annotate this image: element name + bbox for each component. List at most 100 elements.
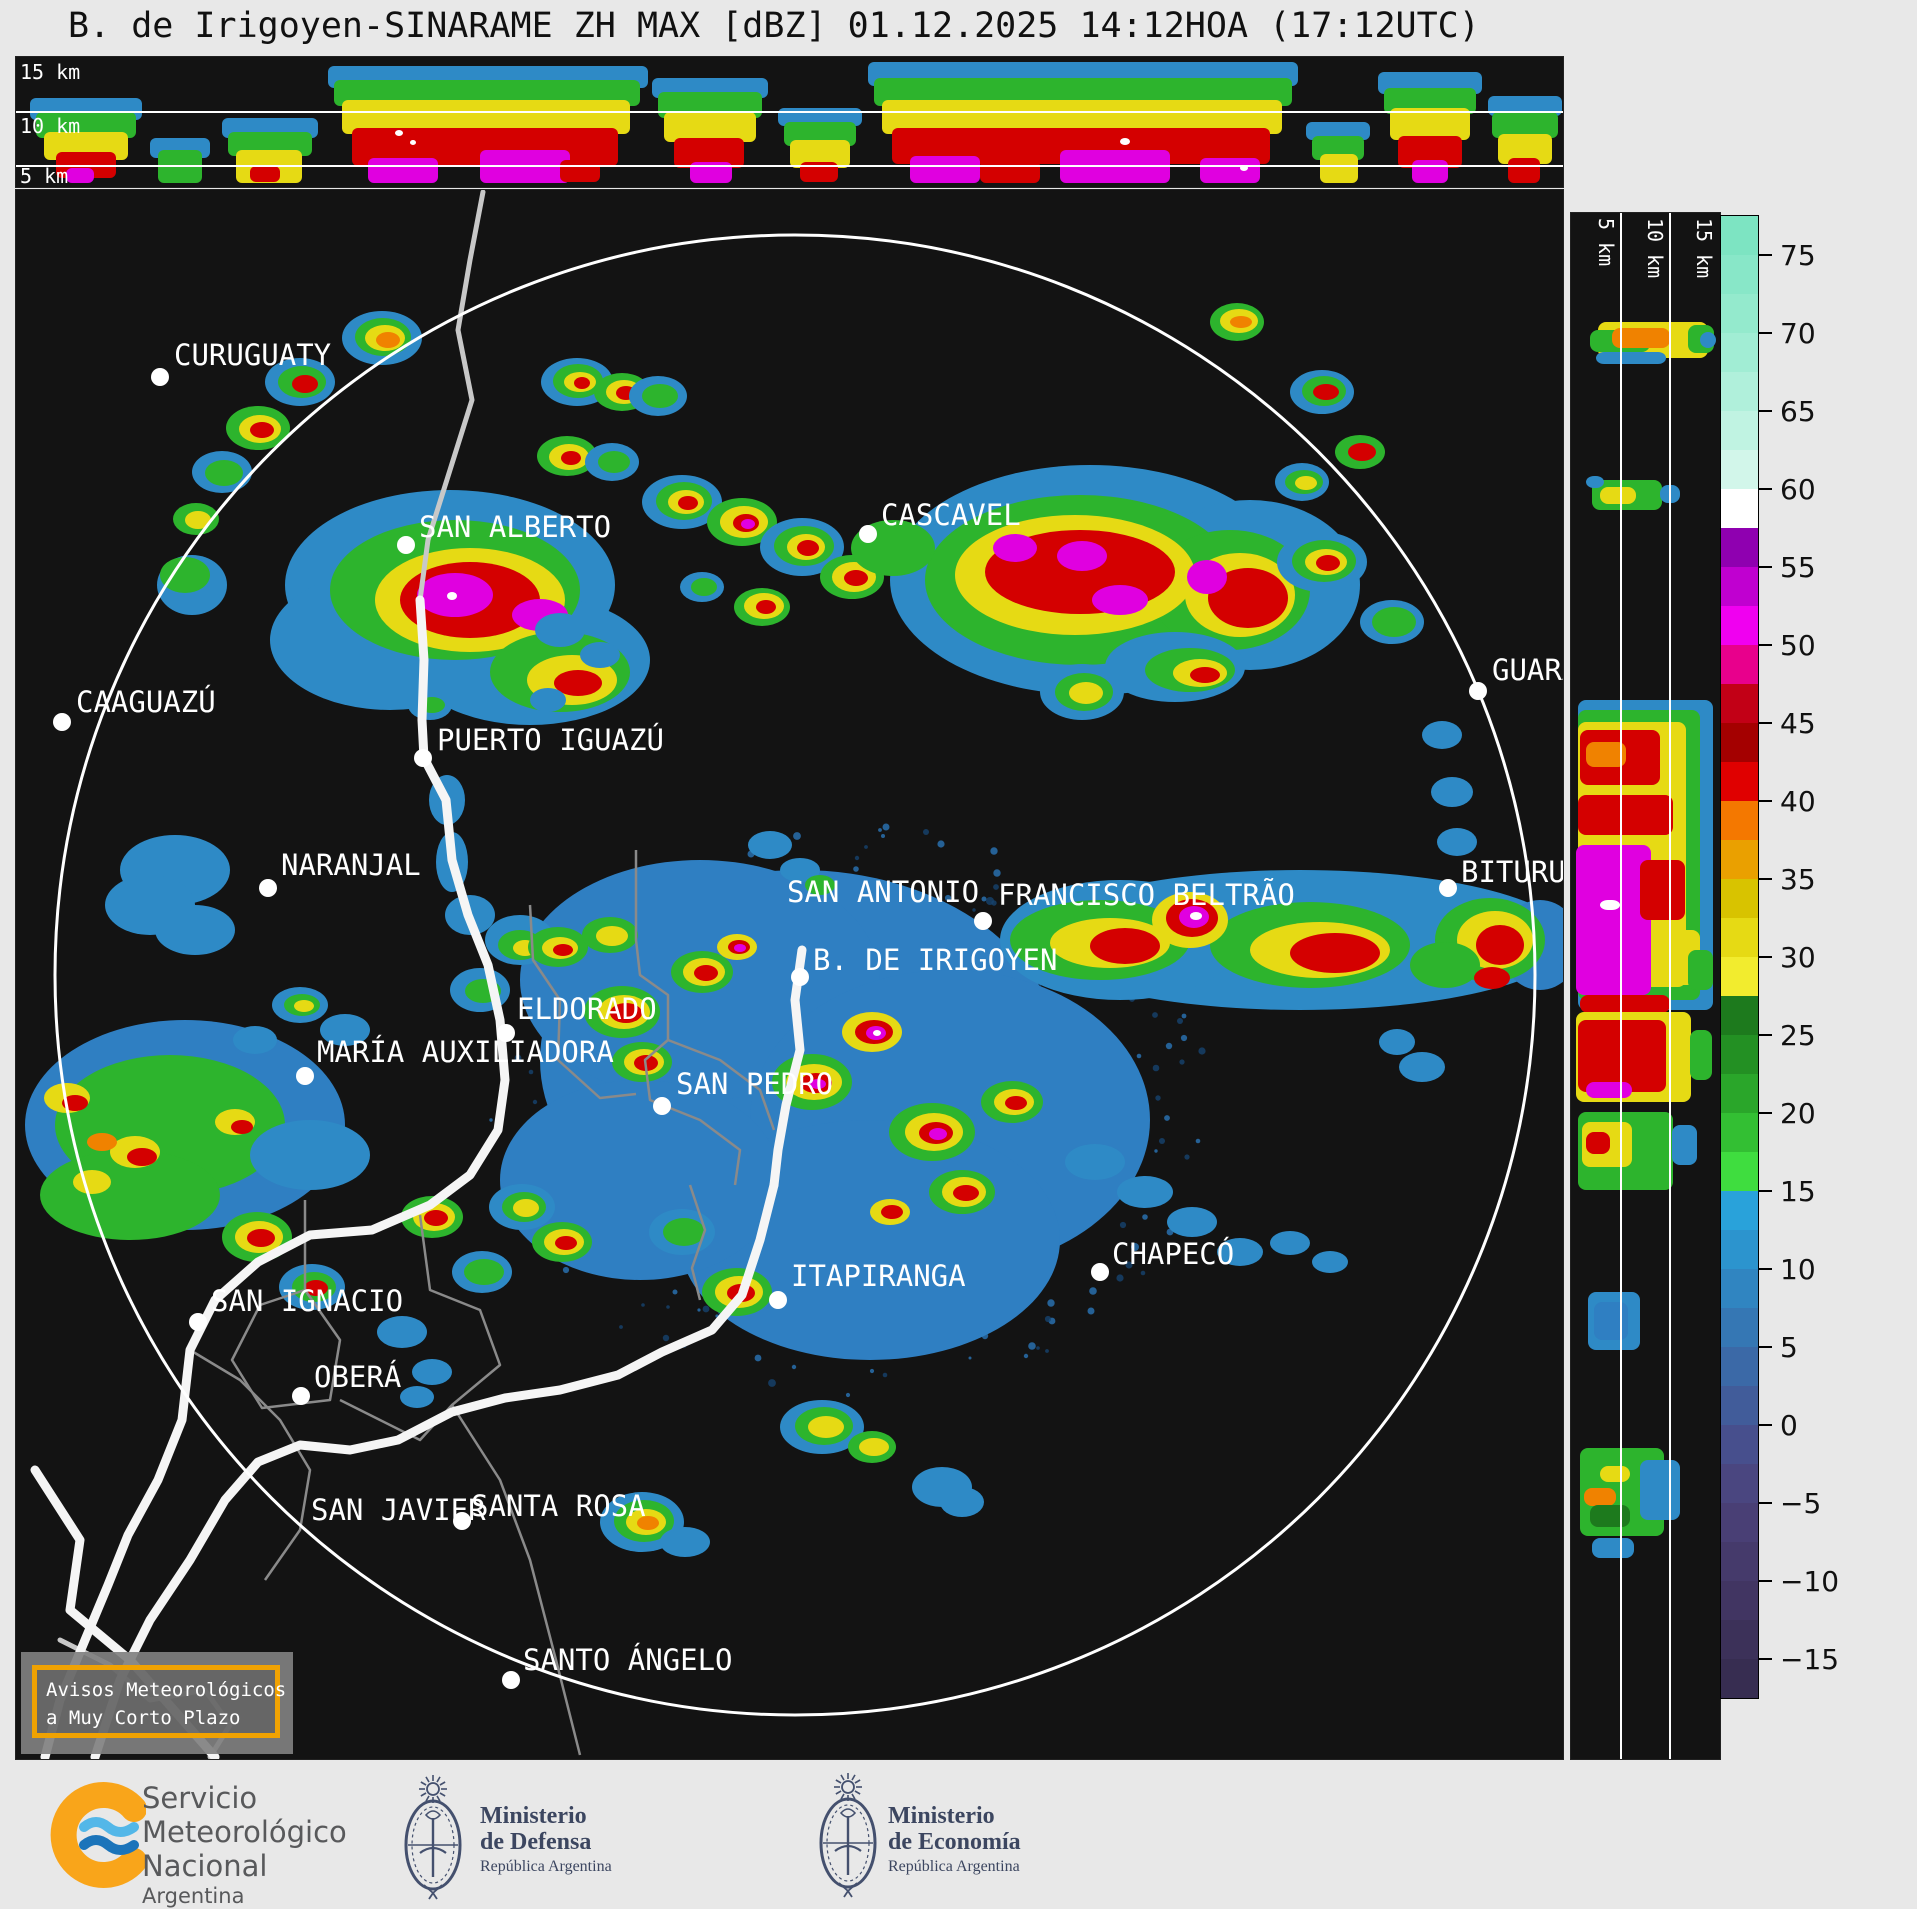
escudo-sun-ray	[439, 1792, 446, 1797]
city-dot	[653, 1097, 671, 1115]
radar-echo	[320, 1014, 370, 1046]
dbz-colorbar	[1720, 215, 1759, 1699]
top-height-label: 10 km	[20, 114, 81, 138]
radar-echo	[185, 511, 211, 529]
escudo-hands	[419, 1846, 447, 1854]
map-speckle	[854, 855, 860, 861]
colorbar-tick-mark	[1758, 956, 1772, 958]
city-dot	[974, 912, 992, 930]
right-height-label: 5 km	[1594, 218, 1618, 267]
main-radar-map: CURUGUATY SAN ALBERTO CASCAVEL CAAGUAZÚ PUER…	[15, 189, 1564, 1760]
radar-echo	[1167, 1207, 1217, 1237]
city-dot	[414, 749, 432, 767]
colorbar-segment	[1721, 801, 1758, 840]
river-gray	[417, 190, 486, 603]
right-height-label: 10 km	[1643, 218, 1667, 279]
colorbar-segment	[1721, 684, 1758, 723]
colorbar-segment	[1721, 216, 1758, 255]
top-echo	[690, 162, 732, 183]
colorbar-tick-label: 10	[1780, 1253, 1816, 1286]
radar-echo	[844, 570, 868, 586]
map-speckle	[1023, 1353, 1029, 1359]
smn-logo-wave2	[79, 1835, 139, 1855]
map-speckle	[1142, 1214, 1148, 1220]
colorbar-segment	[1721, 333, 1758, 372]
city-dot	[453, 1512, 471, 1530]
map-speckle	[1154, 1149, 1158, 1153]
map-speckle	[697, 1308, 701, 1312]
warning-line-1: Avisos Meteorológicos	[46, 1679, 287, 1701]
city-dot	[259, 879, 277, 897]
colorbar-segment	[1721, 1035, 1758, 1074]
radar-echo	[574, 377, 590, 389]
warning-box-frame: Avisos Meteorológicos a Muy Corto Plazo	[32, 1665, 287, 1738]
top-height-label: 5 km	[20, 164, 69, 188]
smn-logo-c	[50, 1782, 146, 1888]
top-echo	[66, 168, 94, 183]
colorbar-tick-label: 25	[1780, 1019, 1816, 1052]
city-label: CURUGUATY	[174, 338, 331, 372]
radar-echo	[1065, 1144, 1125, 1180]
escudo-sun-ray	[851, 1793, 856, 1800]
map-speckle	[532, 1099, 538, 1105]
colorbar-tick-label: 60	[1780, 473, 1816, 506]
map-speckle	[1165, 1042, 1173, 1050]
city-label: FRANCISCO BELTRÃO	[998, 878, 1295, 912]
radar-echo	[691, 578, 717, 596]
defensa-line-1: Ministerio	[480, 1803, 587, 1829]
map-speckle	[1180, 1034, 1188, 1042]
top-echo	[790, 140, 850, 168]
colorbar-tick-mark	[1758, 1580, 1772, 1582]
map-speckle	[972, 908, 976, 912]
right-echo	[1590, 1505, 1630, 1527]
top-echo	[674, 138, 744, 168]
colorbar-segment	[1721, 567, 1758, 606]
map-speckle	[754, 1354, 762, 1362]
colorbar-segment	[1721, 957, 1758, 996]
top-echo	[1320, 154, 1358, 183]
admin-border	[667, 1038, 776, 1131]
radar-echo	[1313, 384, 1339, 400]
radar-echo	[1208, 568, 1288, 628]
colorbar-tick-label: 0	[1780, 1409, 1798, 1442]
colorbar-tick-mark	[1758, 1502, 1772, 1504]
city-dot	[189, 1313, 207, 1331]
map-speckle	[1198, 1047, 1206, 1055]
right-echo	[1690, 1030, 1712, 1080]
map-speckle	[1179, 1059, 1185, 1065]
colorbar-segment	[1721, 996, 1758, 1035]
radar-echo	[810, 1079, 826, 1089]
city-dot	[1469, 682, 1487, 700]
river-white	[90, 1180, 779, 1759]
map-speckle	[937, 840, 945, 848]
city-label: SAN ALBERTO	[419, 510, 611, 544]
top-echo	[1498, 134, 1552, 164]
colorbar-tick-label: 15	[1780, 1175, 1816, 1208]
escudo-sun-ray	[854, 1779, 861, 1784]
map-speckle	[1125, 1261, 1133, 1269]
radar-echo	[1295, 476, 1317, 490]
right-echo	[1580, 995, 1670, 1013]
admin-border	[230, 1200, 342, 1410]
colorbar-tick-mark	[1758, 488, 1772, 490]
right-echo	[1672, 1125, 1697, 1165]
smn-line-nacional: Nacional	[142, 1849, 268, 1883]
city-label: OBERÁ	[314, 1360, 401, 1394]
escudo-oval	[404, 1799, 462, 1891]
map-speckle	[986, 897, 994, 905]
top-echo	[1412, 160, 1448, 183]
smn-line-argentina: Argentina	[142, 1884, 245, 1908]
radar-echo	[1190, 912, 1202, 920]
radar-echo	[376, 332, 400, 348]
radar-echo	[555, 1236, 577, 1250]
smn-logo-wave1	[79, 1817, 139, 1837]
radar-echo	[1187, 560, 1227, 594]
radar-echo	[780, 858, 820, 882]
colorbar-segment	[1721, 255, 1758, 294]
colorbar-tick-label: −5	[1780, 1487, 1822, 1520]
city-dot	[859, 525, 877, 543]
map-speckle	[1155, 1095, 1161, 1101]
colorbar-tick-mark	[1758, 1424, 1772, 1426]
map-speckle	[1152, 1064, 1160, 1072]
